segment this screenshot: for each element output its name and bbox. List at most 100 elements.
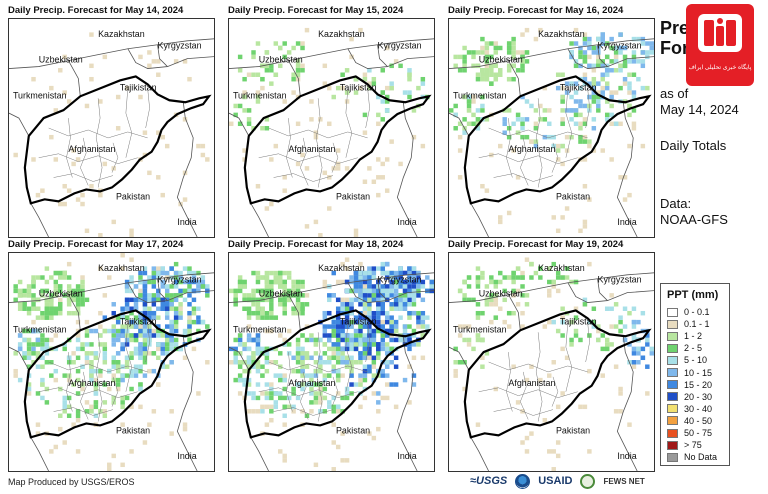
legend-swatch — [667, 368, 678, 377]
map-label-kyrgyzstan: Kyrgyzstan — [378, 41, 422, 51]
fews-logo-icon — [580, 473, 596, 489]
data-source: Data: NOAA-GFS — [660, 196, 728, 228]
map-label-turkmenistan: Turkmenistan — [13, 324, 67, 334]
map-label-pakistan: Pakistan — [336, 425, 370, 435]
news-logo: پایگاه خبری تحلیلی ایراف — [686, 4, 754, 86]
map-label-kazakhstan: Kazakhstan — [98, 29, 145, 39]
map-label-turkmenistan: Turkmenistan — [233, 90, 287, 100]
map-credit: Map Produced by USGS/EROS — [8, 477, 135, 487]
map-label-uzbekistan: Uzbekistan — [39, 289, 83, 299]
legend-swatch — [667, 355, 678, 365]
map-label-tajikistan: Tajikistan — [340, 316, 377, 326]
forecast-map: Kazakhstan Kyrgyzstan Uzbekistan Tajikistan… — [449, 257, 654, 471]
map-label-tajikistan: Tajikistan — [340, 82, 377, 92]
legend-label: 10 - 15 — [684, 367, 713, 378]
map-label-pakistan: Pakistan — [116, 191, 150, 201]
panel-title: Daily Precip. Forecast for May 18, 2024 — [228, 239, 404, 250]
map-label-afghanistan: Afghanistan — [288, 144, 335, 154]
partner-logos: ≈USGS USAID FEWS NET — [470, 472, 645, 490]
afghanistan-border — [463, 309, 652, 439]
legend-swatch — [667, 404, 678, 414]
news-logo-text: پایگاه خبری تحلیلی ایراف — [688, 65, 752, 71]
map-label-pakistan: Pakistan — [116, 425, 150, 435]
legend-label: > 75 — [684, 440, 702, 451]
map-label-uzbekistan: Uzbekistan — [259, 55, 303, 65]
data-source-value: NOAA-GFS — [660, 212, 728, 227]
map-label-india: India — [397, 451, 416, 461]
legend-swatch — [667, 440, 678, 450]
map-label-kyrgyzstan: Kyrgyzstan — [378, 275, 422, 285]
panel-title: Daily Precip. Forecast for May 17, 2024 — [8, 239, 184, 250]
legend-item: 5 - 10 — [667, 354, 707, 366]
map-label-tajikistan: Tajikistan — [120, 82, 157, 92]
map: Kazakhstan Kyrgyzstan Uzbekistan Tajikistan… — [8, 18, 215, 238]
legend-item: 0 - 0.1 — [667, 306, 710, 318]
legend-swatch — [667, 319, 678, 329]
news-logo-mark — [698, 14, 742, 52]
map-label-kazakhstan: Kazakhstan — [318, 263, 365, 273]
fews-net-logo: FEWS NET — [603, 476, 645, 486]
legend-swatch — [667, 343, 678, 353]
afghanistan-border — [243, 309, 432, 439]
legend-item: 0.1 - 1 — [667, 318, 710, 330]
map-label-kyrgyzstan: Kyrgyzstan — [158, 275, 202, 285]
map: Kazakhstan Kyrgyzstan Uzbekistan Tajikistan… — [8, 252, 215, 472]
forecast-map: Kazakhstan Kyrgyzstan Uzbekistan Tajikistan… — [229, 27, 434, 237]
legend-item: 40 - 50 — [667, 415, 712, 427]
legend-label: 0 - 0.1 — [684, 307, 710, 317]
daily-totals-label: Daily Totals — [660, 138, 727, 153]
map-label-uzbekistan: Uzbekistan — [479, 289, 523, 299]
panel-title: Daily Precip. Forecast for May 16, 2024 — [448, 5, 624, 16]
data-source-label: Data: — [660, 196, 692, 211]
legend-swatch — [667, 452, 678, 462]
usgs-logo: ≈USGS — [470, 475, 508, 487]
map-label-kazakhstan: Kazakhstan — [98, 263, 145, 273]
afghanistan-border — [463, 75, 652, 205]
map-label-afghanistan: Afghanistan — [508, 144, 555, 154]
legend-label: 50 - 75 — [684, 428, 713, 438]
map-label-turkmenistan: Turkmenistan — [453, 324, 507, 334]
map: Kazakhstan Kyrgyzstan Uzbekistan Tajikistan… — [228, 252, 435, 472]
map-label-pakistan: Pakistan — [336, 191, 370, 201]
map-label-kazakhstan: Kazakhstan — [538, 29, 585, 39]
legend-item: 10 - 15 — [667, 367, 712, 379]
forecast-map: Kazakhstan Kyrgyzstan Uzbekistan Tajikistan… — [449, 27, 654, 237]
map-label-india: India — [177, 217, 196, 227]
legend-item: 2 - 5 — [667, 342, 702, 354]
legend-swatch — [667, 380, 678, 390]
legend-label: 0.1 - 1 — [684, 319, 710, 330]
usaid-logo: USAID — [538, 475, 573, 487]
map-label-india: India — [397, 217, 416, 227]
map-label-tajikistan: Tajikistan — [560, 316, 597, 326]
legend-label: 15 - 20 — [684, 379, 713, 390]
main-title-line-1: Pre — [660, 18, 690, 38]
legend-item: No Data — [667, 451, 717, 463]
map-label-afghanistan: Afghanistan — [508, 378, 555, 388]
map-label-turkmenistan: Turkmenistan — [453, 90, 507, 100]
legend-item: 1 - 2 — [667, 330, 702, 342]
legend-label: 2 - 5 — [684, 343, 703, 354]
as-of-value: May 14, 2024 — [660, 102, 739, 117]
legend-swatch — [667, 428, 678, 438]
legend-label: 1 - 2 — [684, 331, 703, 342]
legend-swatch — [667, 416, 678, 426]
map-label-kyrgyzstan: Kyrgyzstan — [598, 275, 642, 285]
legend-label: 30 - 40 — [684, 403, 713, 414]
map-label-kazakhstan: Kazakhstan — [538, 263, 585, 273]
map-label-uzbekistan: Uzbekistan — [259, 289, 303, 299]
map-label-pakistan: Pakistan — [556, 191, 590, 201]
noaa-logo-icon — [515, 473, 531, 489]
as-of-date: as of May 14, 2024 — [660, 86, 739, 118]
map-label-afghanistan: Afghanistan — [288, 378, 335, 388]
panel-title: Daily Precip. Forecast for May 19, 2024 — [448, 239, 624, 250]
legend-swatch — [667, 331, 678, 341]
legend-item: 50 - 75 — [667, 427, 712, 439]
legend-swatch — [667, 307, 678, 317]
panel-title: Daily Precip. Forecast for May 14, 2024 — [8, 5, 184, 16]
legend-label: No Data — [684, 452, 718, 463]
afghanistan-border — [23, 75, 212, 205]
map-label-afghanistan: Afghanistan — [68, 378, 115, 388]
forecast-map: Kazakhstan Kyrgyzstan Uzbekistan Tajikistan… — [9, 253, 214, 471]
map-label-turkmenistan: Turkmenistan — [13, 90, 67, 100]
forecast-map: Kazakhstan Kyrgyzstan Uzbekistan Tajikistan… — [229, 257, 434, 471]
